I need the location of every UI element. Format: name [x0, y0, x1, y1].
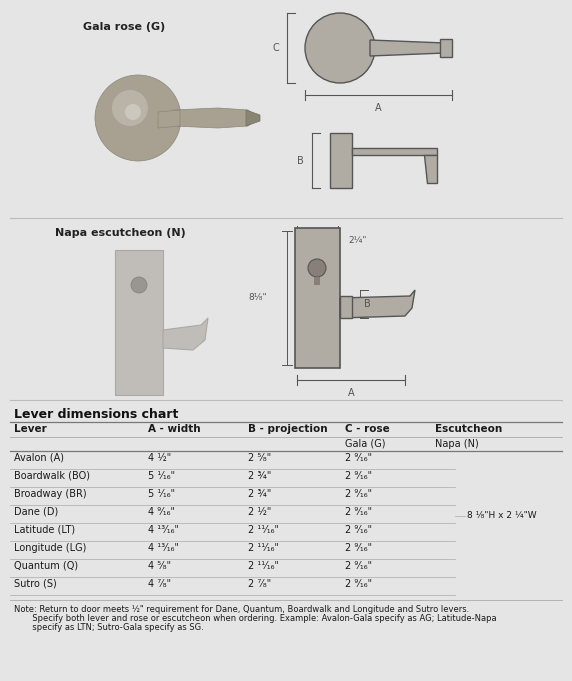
- Text: Note: Return to door meets ½" requirement for Dane, Quantum, Boardwalk and Longi: Note: Return to door meets ½" requiremen…: [14, 605, 469, 614]
- Text: Lever dimensions chart: Lever dimensions chart: [14, 408, 178, 421]
- Text: B: B: [364, 299, 371, 309]
- Text: Napa (N): Napa (N): [435, 439, 479, 449]
- Text: Specify both lever and rose or escutcheon when ordering. Example: Avalon-Gala sp: Specify both lever and rose or escutcheo…: [14, 614, 496, 623]
- Text: 2 ¹¹⁄₁₆": 2 ¹¹⁄₁₆": [248, 543, 279, 553]
- Text: 4 ⁷⁄₈": 4 ⁷⁄₈": [148, 579, 171, 589]
- Polygon shape: [158, 110, 180, 128]
- Circle shape: [307, 15, 373, 81]
- Bar: [115, 250, 163, 395]
- Text: 5 ¹⁄₁₆": 5 ¹⁄₁₆": [148, 471, 175, 481]
- Text: Napa escutcheon (N): Napa escutcheon (N): [55, 228, 186, 238]
- Circle shape: [305, 13, 375, 83]
- Text: B: B: [297, 155, 304, 165]
- Text: 2¼": 2¼": [348, 236, 367, 245]
- Text: Gala (G): Gala (G): [345, 439, 386, 449]
- Text: A: A: [375, 103, 382, 113]
- Text: Gala rose (G): Gala rose (G): [83, 22, 165, 32]
- Text: 2 ⁹⁄₁₆": 2 ⁹⁄₁₆": [345, 579, 372, 589]
- Text: Dane (D): Dane (D): [14, 507, 58, 517]
- Text: Sutro (S): Sutro (S): [14, 579, 57, 589]
- Text: 2 ⁹⁄₁₆": 2 ⁹⁄₁₆": [345, 453, 372, 463]
- Text: 2 ⁵⁄₈": 2 ⁵⁄₈": [248, 453, 271, 463]
- Text: C: C: [272, 43, 279, 53]
- Polygon shape: [340, 290, 415, 318]
- Circle shape: [131, 277, 147, 293]
- Text: B - projection: B - projection: [248, 424, 328, 434]
- Text: specify as LTN; Sutro-Gala specify as SG.: specify as LTN; Sutro-Gala specify as SG…: [14, 623, 204, 632]
- Polygon shape: [352, 148, 437, 155]
- Text: 2 ½": 2 ½": [248, 507, 271, 517]
- Text: 4 ¹³⁄₁₆": 4 ¹³⁄₁₆": [148, 543, 179, 553]
- Text: 2 ⁹⁄₁₆": 2 ⁹⁄₁₆": [345, 543, 372, 553]
- Bar: [295, 228, 340, 368]
- Bar: [314, 277, 320, 285]
- Text: 2 ¹¹⁄₁₆": 2 ¹¹⁄₁₆": [248, 561, 279, 571]
- Text: Avalon (A): Avalon (A): [14, 453, 64, 463]
- Text: 2 ⁹⁄₁₆": 2 ⁹⁄₁₆": [345, 489, 372, 499]
- Text: Latitude (LT): Latitude (LT): [14, 525, 75, 535]
- Text: 2 ¾": 2 ¾": [248, 471, 271, 481]
- Text: Lever: Lever: [14, 424, 47, 434]
- Text: Boardwalk (BO): Boardwalk (BO): [14, 471, 90, 481]
- Text: 4 ⁵⁄₈": 4 ⁵⁄₈": [148, 561, 171, 571]
- Polygon shape: [246, 110, 260, 126]
- Text: 2 ¹¹⁄₁₆": 2 ¹¹⁄₁₆": [248, 525, 279, 535]
- Circle shape: [95, 75, 181, 161]
- Bar: [440, 39, 452, 57]
- Text: 8¹⁄₈": 8¹⁄₈": [248, 294, 267, 302]
- Text: 4 ½": 4 ½": [148, 453, 171, 463]
- Text: 5 ¹⁄₁₆": 5 ¹⁄₁₆": [148, 489, 175, 499]
- Text: 2 ⁹⁄₁₆": 2 ⁹⁄₁₆": [345, 561, 372, 571]
- Circle shape: [112, 90, 148, 126]
- Text: 2 ⁷⁄₈": 2 ⁷⁄₈": [248, 579, 271, 589]
- Text: C - rose: C - rose: [345, 424, 390, 434]
- Text: 4 ¹³⁄₁₆": 4 ¹³⁄₁₆": [148, 525, 179, 535]
- Text: Longitude (LG): Longitude (LG): [14, 543, 86, 553]
- Text: A: A: [348, 388, 354, 398]
- Text: 4 ⁹⁄₁₆": 4 ⁹⁄₁₆": [148, 507, 175, 517]
- Text: 8 ¹⁄₈"H x 2 ¼"W: 8 ¹⁄₈"H x 2 ¼"W: [467, 511, 537, 520]
- Polygon shape: [163, 318, 208, 350]
- Text: Broadway (BR): Broadway (BR): [14, 489, 86, 499]
- Text: 2 ¾": 2 ¾": [248, 489, 271, 499]
- Text: 2 ⁹⁄₁₆": 2 ⁹⁄₁₆": [345, 525, 372, 535]
- Polygon shape: [173, 108, 258, 128]
- Circle shape: [125, 104, 141, 120]
- Circle shape: [308, 259, 326, 277]
- Bar: [330, 133, 352, 188]
- Polygon shape: [424, 155, 437, 183]
- Polygon shape: [370, 40, 445, 56]
- Text: Escutcheon: Escutcheon: [435, 424, 502, 434]
- Text: 2 ⁹⁄₁₆": 2 ⁹⁄₁₆": [345, 471, 372, 481]
- Text: A - width: A - width: [148, 424, 201, 434]
- Bar: [340, 296, 352, 318]
- Text: 2 ⁹⁄₁₆": 2 ⁹⁄₁₆": [345, 507, 372, 517]
- Text: Quantum (Q): Quantum (Q): [14, 561, 78, 571]
